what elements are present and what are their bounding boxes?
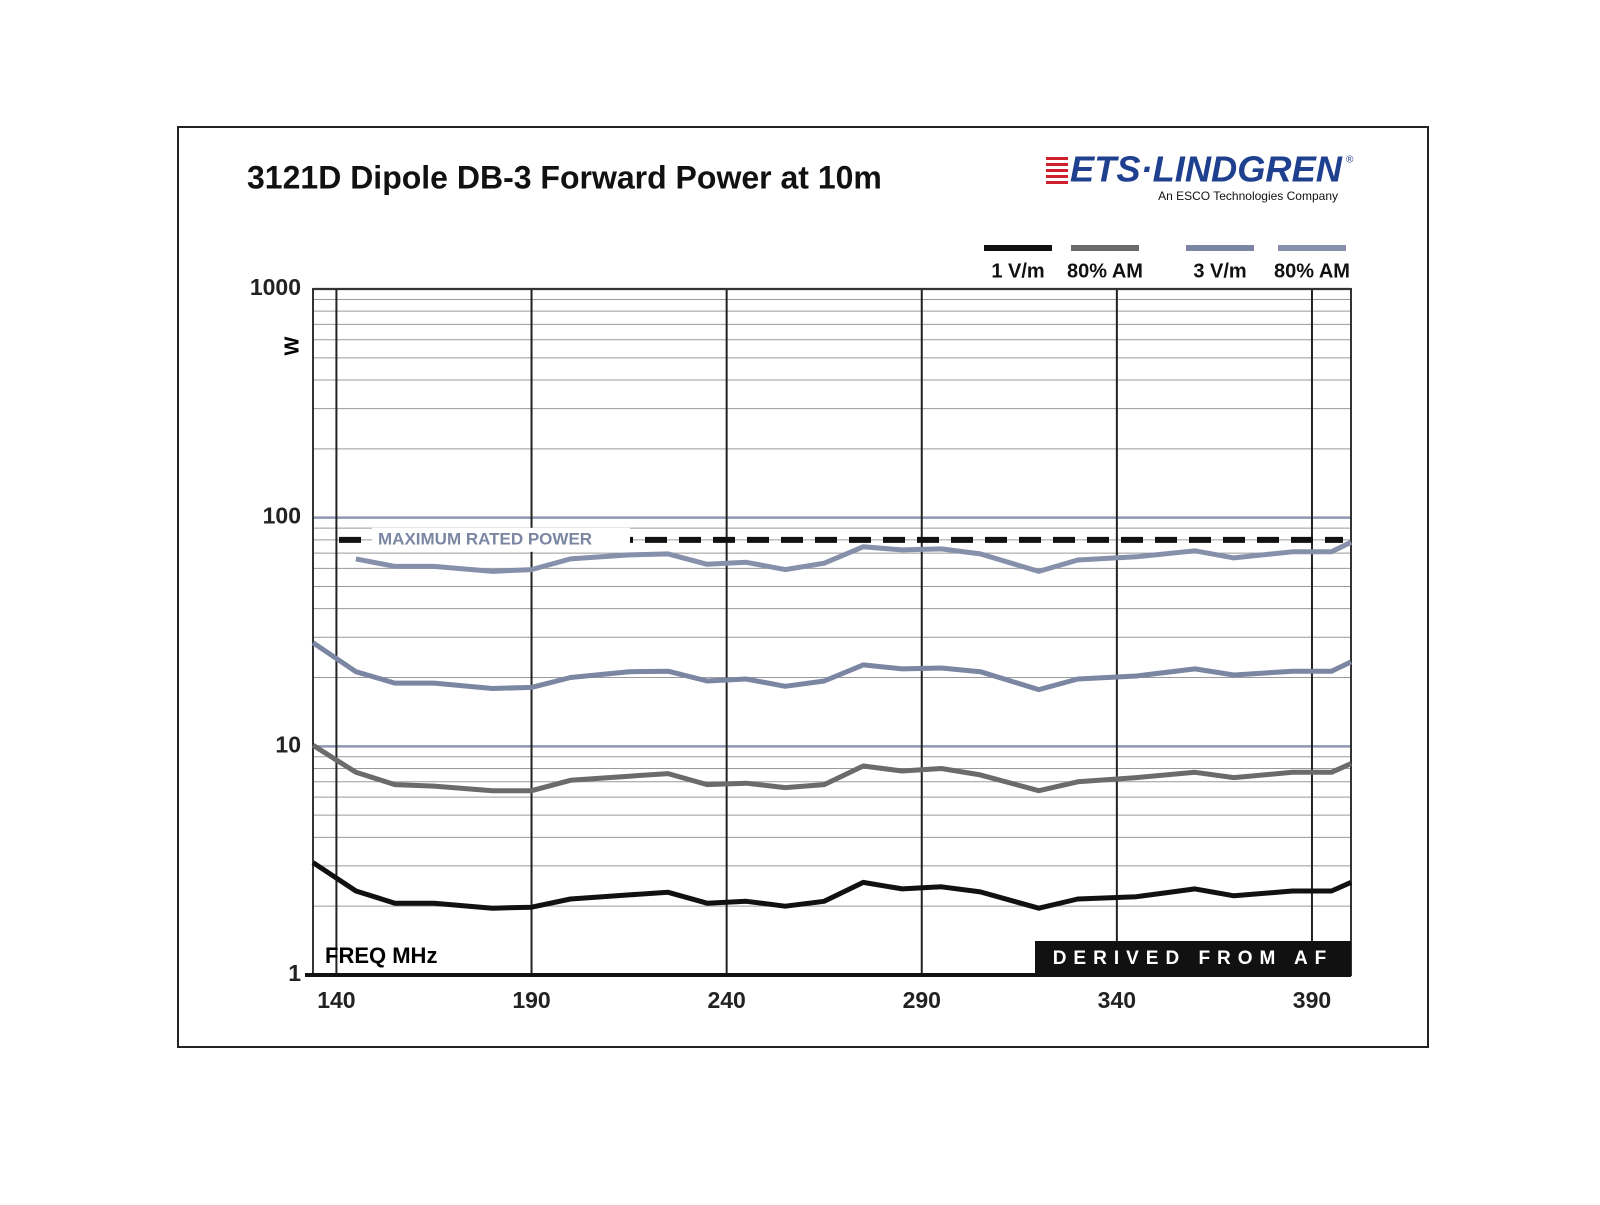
frame bbox=[177, 126, 1429, 1048]
y-tick-label: 100 bbox=[263, 503, 301, 529]
x-tick-label: 140 bbox=[317, 987, 355, 1013]
series-line bbox=[311, 640, 1353, 693]
chart-title: 3121D Dipole DB-3 Forward Power at 10m bbox=[247, 159, 882, 195]
y-axis-label: W bbox=[281, 336, 303, 355]
note-box bbox=[1035, 941, 1351, 975]
y-tick-label: 1 bbox=[288, 960, 301, 986]
logo-stripes bbox=[1046, 157, 1068, 184]
legend-label: 80% AM bbox=[1067, 260, 1143, 282]
legend-label: 3 V/m bbox=[1193, 260, 1246, 282]
legend-label: 1 V/m bbox=[991, 260, 1044, 282]
x-axis-label: FREQ MHz bbox=[325, 943, 437, 968]
legend-label: 80% AM bbox=[1274, 260, 1350, 282]
reference-label-bg bbox=[372, 527, 630, 552]
series-line bbox=[355, 540, 1353, 574]
note: DERIVED FROM AF bbox=[1053, 948, 1334, 969]
x-tick-label: 290 bbox=[903, 987, 941, 1013]
y-tick-label: 10 bbox=[275, 731, 301, 757]
logo: ETS·LINDGREN bbox=[1070, 149, 1343, 190]
plot-border bbox=[312, 288, 1352, 976]
y-tick-label: 1000 bbox=[250, 274, 301, 300]
x-tick-label: 240 bbox=[707, 987, 745, 1013]
reference-label: MAXIMUM RATED POWER bbox=[378, 529, 592, 548]
series-line bbox=[311, 860, 1353, 911]
logo-mark: ® bbox=[1346, 155, 1354, 166]
series-line bbox=[311, 743, 1353, 794]
x-tick-label: 340 bbox=[1098, 987, 1136, 1013]
x-tick-label: 390 bbox=[1293, 987, 1331, 1013]
logo-subtitle: An ESCO Technologies Company bbox=[1158, 189, 1338, 203]
x-tick-label: 190 bbox=[512, 987, 550, 1013]
